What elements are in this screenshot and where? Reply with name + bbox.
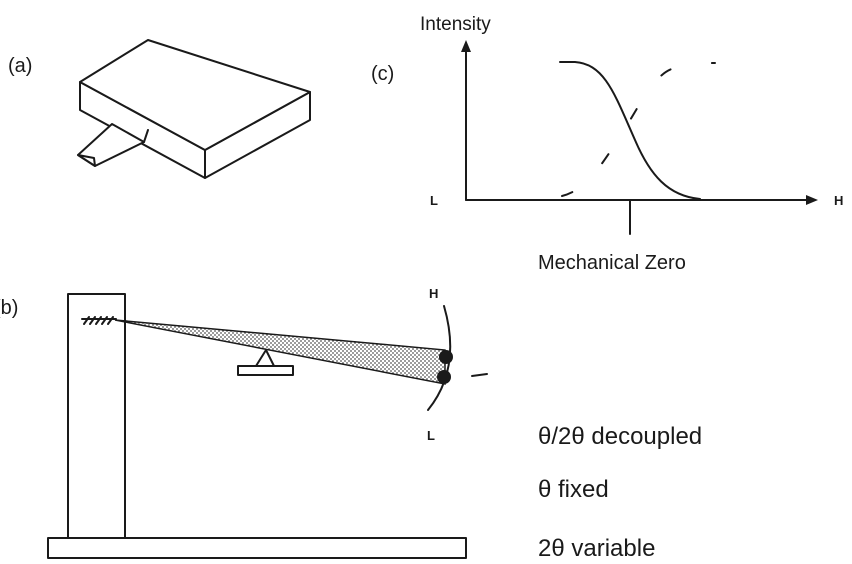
crystal-block-drawing [77,39,311,179]
block-top-face [79,39,311,151]
note-two-theta-variable: 2θ variable [538,535,655,562]
pivot-hatching [83,316,114,325]
panel-b-label: (b) [0,297,18,319]
intensity-curve-dashed [561,62,716,197]
note-theta-fixed: θ fixed [538,476,609,503]
panel-c-label: (c) [371,63,394,85]
detector-reference-tick [471,373,488,377]
y-axis-label: Intensity [420,14,491,35]
marker-low: L [427,428,435,443]
base-plate [47,537,467,559]
detector-ball-lower [437,370,451,384]
x-axis-left-label: L [430,193,438,208]
x-axis-arrowhead [806,195,818,205]
strip-tip [77,154,96,167]
intensity-plot [461,40,818,235]
note-decoupled: θ/2θ decoupled [538,423,702,450]
x-axis-right-label: H [834,193,843,208]
panel-a-label: (a) [8,55,32,77]
beam-wedge [114,319,446,385]
marker-high: H [429,286,438,301]
intensity-curve-solid [559,61,701,200]
y-axis-arrowhead [461,40,471,52]
sample-prism [255,349,275,367]
strip-edge [143,129,149,143]
mechanical-zero-label: Mechanical Zero [538,252,686,274]
support-post [67,293,126,539]
sample-stage [237,365,294,376]
apparatus-drawing [47,293,488,559]
detector-ball-upper [439,350,453,364]
